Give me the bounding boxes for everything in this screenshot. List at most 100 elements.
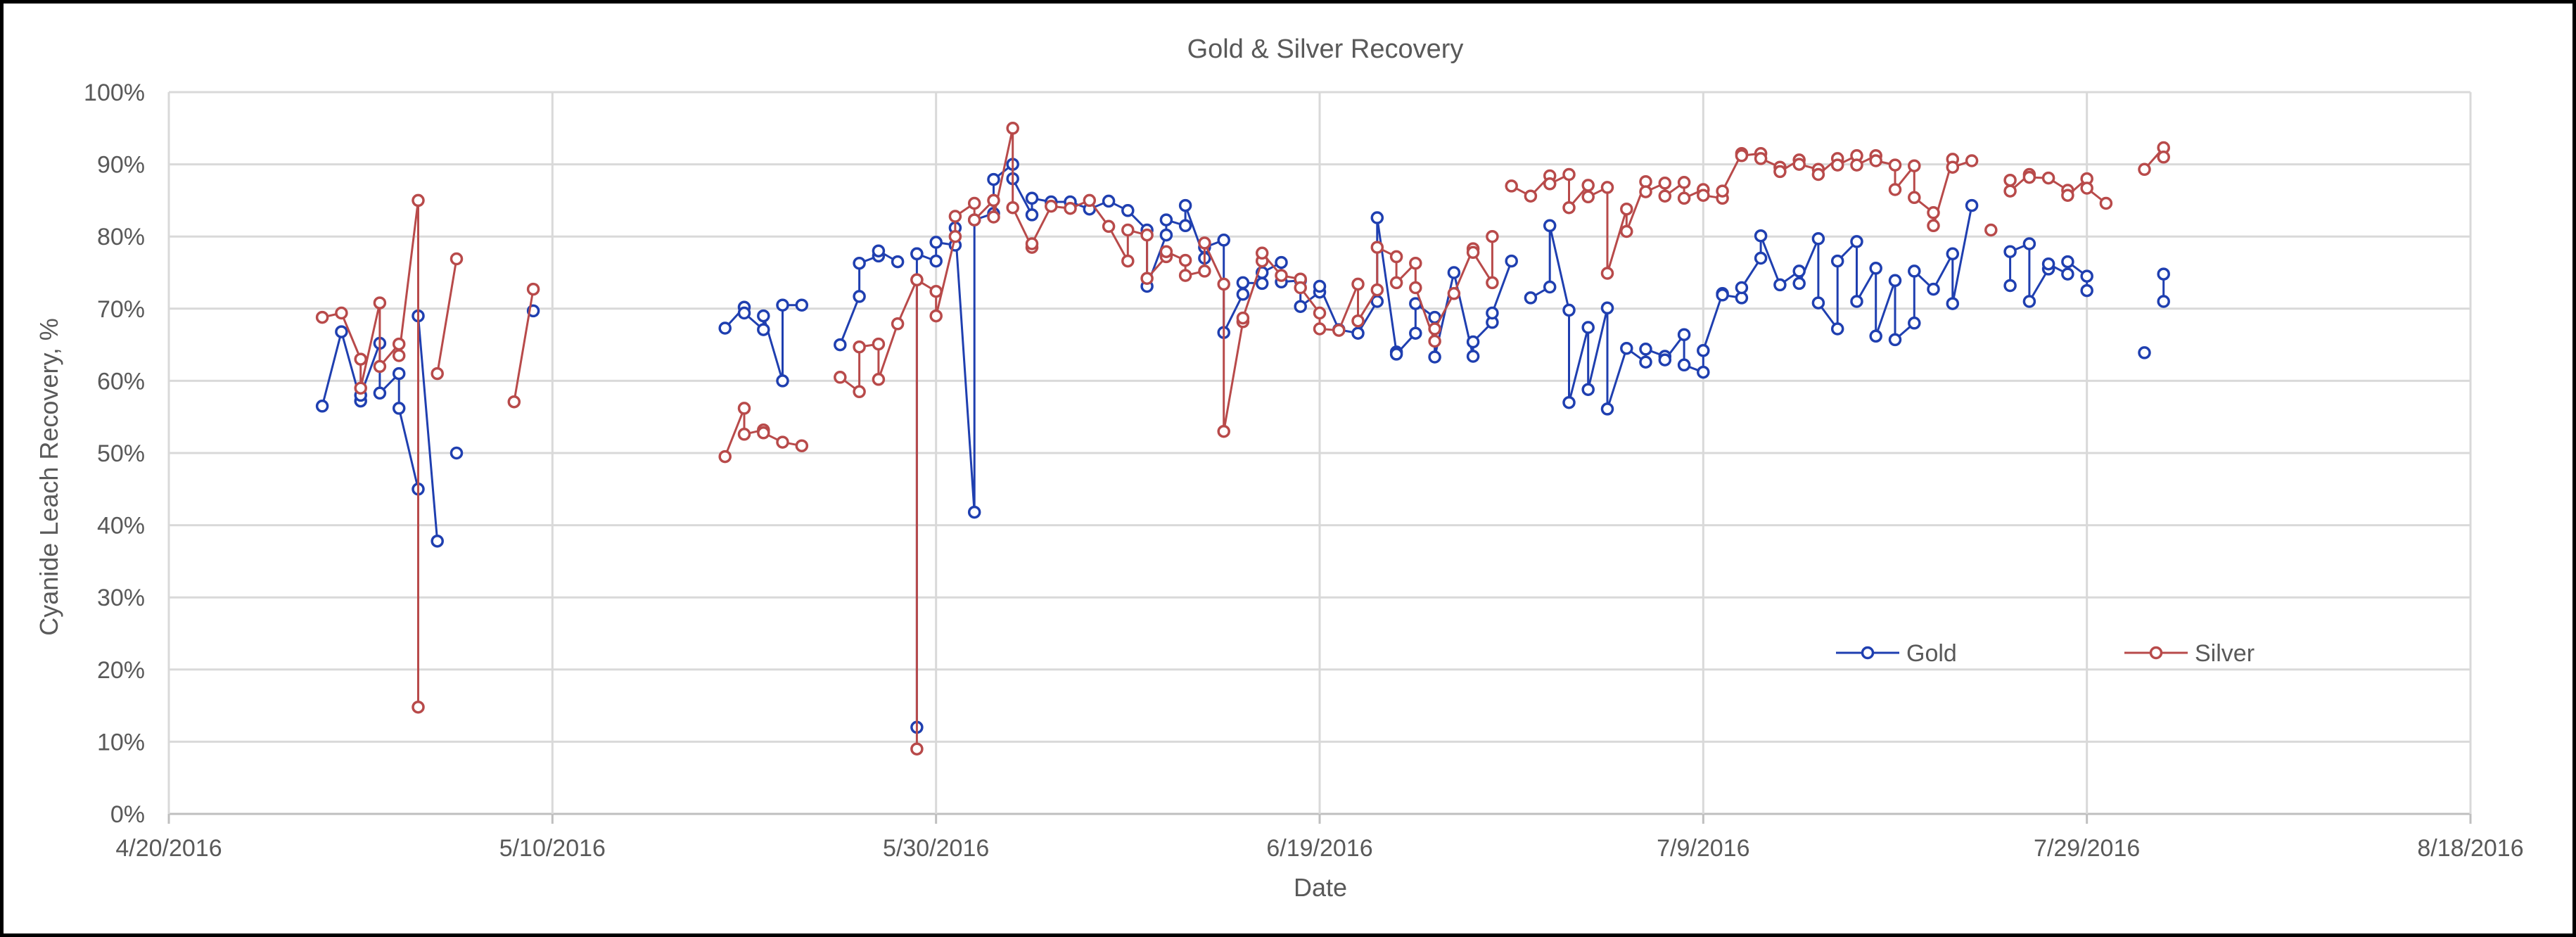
silver-point <box>1927 206 1940 219</box>
x-axis-title: Date <box>1294 873 1347 902</box>
x-tick-label: 8/18/2016 <box>2417 835 2523 862</box>
gold-series <box>315 158 2170 734</box>
gold-line <box>839 249 898 345</box>
gold-point <box>1697 365 1710 379</box>
silver-point <box>1524 189 1538 203</box>
silver-point <box>1389 250 1403 264</box>
silver-point <box>1677 191 1691 205</box>
x-tick-label: 5/10/2016 <box>499 835 606 862</box>
gold-point <box>2080 283 2093 298</box>
gold-point <box>1121 204 1135 217</box>
gold-point <box>1946 247 1960 261</box>
gold-point <box>1830 254 1844 268</box>
silver-point <box>1600 267 1614 280</box>
silver-point <box>910 273 924 287</box>
silver-point <box>1697 189 1710 202</box>
gold-point <box>1178 198 1192 212</box>
silver-point <box>1006 200 1019 215</box>
legend: Gold Silver <box>1836 640 2255 667</box>
silver-point <box>412 700 425 714</box>
silver-point <box>1313 322 1327 336</box>
silver-point <box>1159 245 1173 258</box>
silver-point <box>2080 181 2093 195</box>
silver-point <box>1658 177 1672 190</box>
silver-point <box>757 426 770 440</box>
silver-point <box>1754 152 1768 165</box>
silver-point <box>412 193 425 208</box>
y-axis-title: Cyanide Leach Recovery, % <box>34 318 63 636</box>
gold-point <box>1965 198 1979 212</box>
silver-point <box>834 371 847 384</box>
gold-point <box>1275 255 1288 269</box>
silver-point <box>2061 189 2074 202</box>
silver-point <box>1620 224 1633 238</box>
silver-point <box>2138 162 2151 177</box>
silver-point <box>1140 228 1154 242</box>
gold-point <box>2061 255 2074 269</box>
gold-point <box>1486 306 1499 320</box>
gold-point <box>853 256 866 270</box>
legend-marker-gold <box>1861 646 1875 660</box>
gold-point <box>1600 301 1614 315</box>
silver-point <box>872 373 886 386</box>
gold-point <box>2138 346 2151 359</box>
silver-point <box>1927 219 1940 233</box>
silver-point <box>1486 229 1499 243</box>
silver-point <box>1236 311 1250 325</box>
gold-point <box>1697 344 1710 357</box>
gold-point <box>335 325 348 338</box>
gold-point <box>1025 191 1039 205</box>
silver-point <box>1946 160 1960 174</box>
silver-point <box>1178 269 1192 282</box>
silver-point <box>373 359 387 374</box>
gold-point <box>1447 266 1461 279</box>
gold-point <box>392 366 406 381</box>
gold-point <box>2003 245 2017 258</box>
silver-point <box>1581 190 1595 204</box>
silver-point <box>1677 176 1691 189</box>
silver-series <box>315 122 2170 756</box>
gold-point <box>1908 317 1921 330</box>
chart-title: Gold & Silver Recovery <box>1187 34 1464 64</box>
x-tick-label: 5/30/2016 <box>883 835 989 862</box>
gold-point <box>929 254 943 268</box>
gold-point <box>1677 358 1691 372</box>
gold-point <box>1025 208 1039 222</box>
gold-point <box>1178 219 1192 233</box>
x-tick-label: 6/19/2016 <box>1266 835 1372 862</box>
gold-point <box>1946 297 1960 310</box>
silver-point <box>718 450 732 464</box>
silver-point <box>1562 167 1576 181</box>
gold-point <box>1505 254 1518 268</box>
legend-marker-silver <box>2149 646 2163 660</box>
gold-point <box>834 338 847 352</box>
gold-point <box>1562 303 1576 317</box>
silver-line <box>436 258 458 374</box>
y-tick-label: 100% <box>84 79 145 106</box>
silver-point <box>2041 171 2055 185</box>
silver-point <box>1581 179 1595 192</box>
y-tick-label: 10% <box>97 729 145 756</box>
legend-label-gold: Gold <box>1906 640 1957 667</box>
silver-point <box>1447 287 1461 300</box>
gold-point <box>1735 281 1749 295</box>
series-layer <box>315 122 2170 756</box>
silver-point <box>967 196 981 210</box>
gold-point <box>891 255 905 269</box>
gold-point <box>1754 229 1768 243</box>
y-tick-label: 30% <box>97 585 145 611</box>
y-axis-ticks: 0% 10% 20% 30% 40% 50% 60% 70% 80% 90% 100% <box>84 79 145 828</box>
silver-point <box>910 742 924 756</box>
gold-point <box>1869 329 1882 343</box>
silver-point <box>1908 159 1921 172</box>
gold-point <box>1716 288 1729 302</box>
silver-point <box>1083 193 1097 208</box>
gold-point <box>1466 350 1480 363</box>
silver-point <box>891 317 905 331</box>
gold-point <box>757 309 770 323</box>
silver-point <box>1984 223 1998 237</box>
silver-point <box>1716 184 1729 198</box>
silver-point <box>392 349 406 362</box>
gold-point <box>1102 194 1116 208</box>
gold-point <box>1217 234 1230 247</box>
